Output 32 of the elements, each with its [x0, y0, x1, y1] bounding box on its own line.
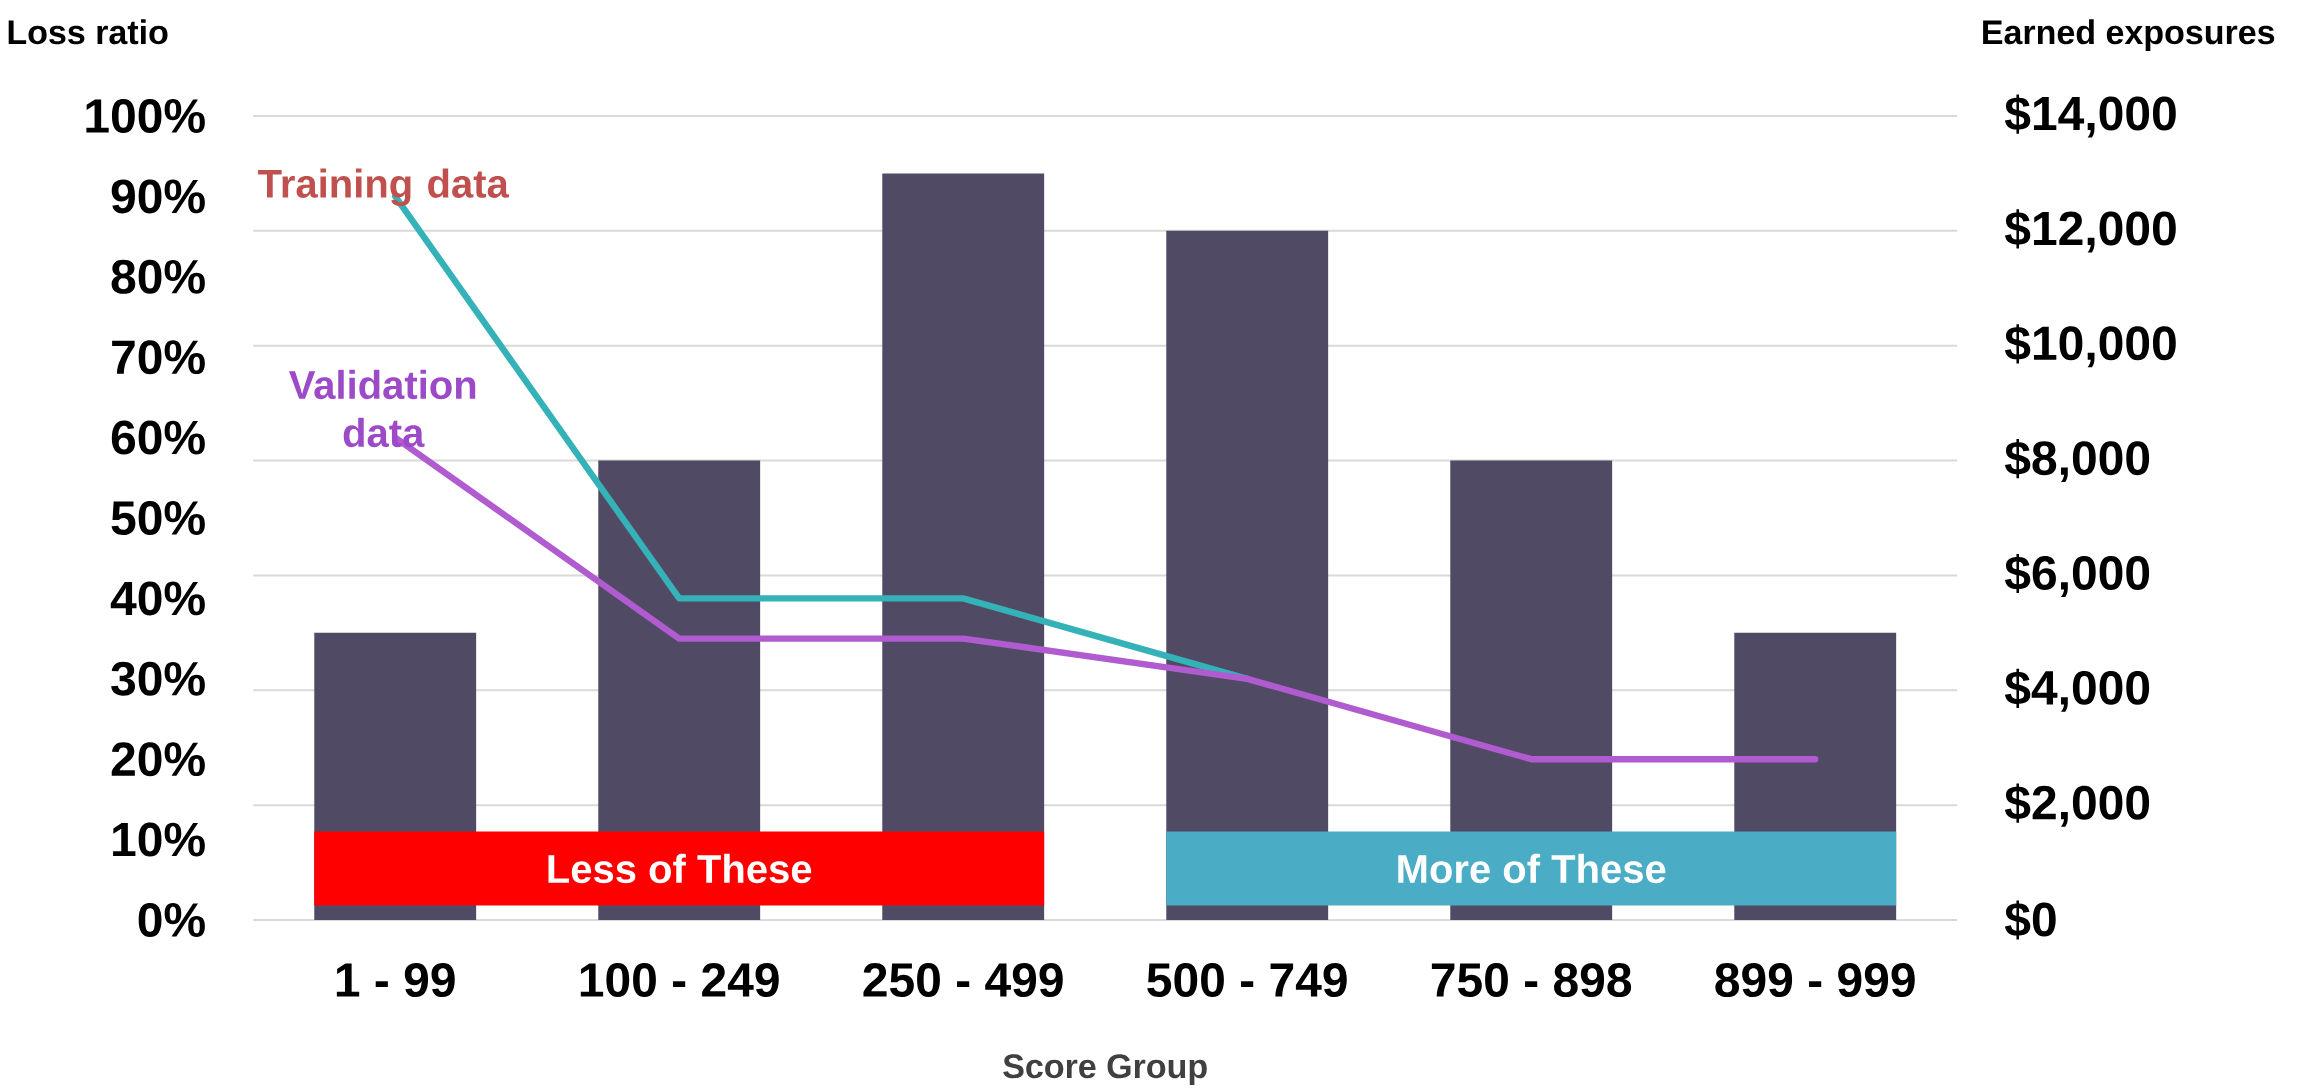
y-tick-label: 20%: [111, 742, 205, 777]
y2-tick-label: $0: [2004, 900, 2056, 940]
y2-axis-title: Earned exposures: [1983, 19, 2275, 52]
y-axis-title: Loss ratio: [8, 19, 168, 45]
y2-tick-label: $14,000: [2004, 94, 2176, 138]
series-label: Validation data: [289, 369, 476, 448]
annotation: More of These: [1398, 853, 1666, 884]
y2-tick-label: $10,000: [2004, 324, 2176, 368]
y-tick-label: 30%: [111, 661, 205, 696]
y-tick-label: 60%: [111, 420, 205, 455]
y-tick-label: 70%: [112, 340, 205, 375]
series-label: Training data: [258, 168, 510, 206]
y2-tick-label: $4,000: [2004, 668, 2150, 712]
y-tick-label: 40%: [110, 581, 205, 616]
annotation: Less of These: [548, 853, 812, 884]
x-tick-label: 750 - 898: [1431, 963, 1632, 998]
y2-tick-label: $8,000: [2004, 439, 2150, 483]
x-axis-title: Score Group: [1003, 1054, 1207, 1086]
y2-tick-label: $6,000: [2004, 553, 2150, 597]
y-tick-label: 50%: [111, 501, 205, 535]
y-tick-label: 90%: [111, 179, 205, 214]
y-tick-label: 10%: [113, 822, 205, 857]
x-tick-label: 100 - 249: [580, 963, 779, 998]
y2-tick-label: $12,000: [2004, 209, 2176, 253]
x-tick-label: 1 - 99: [336, 963, 455, 998]
x-tick-label: 899 - 999: [1715, 963, 1915, 998]
y-tick-label: 100%: [86, 99, 205, 133]
x-tick-label: 250 - 499: [863, 963, 1063, 998]
y-tick-label: 0%: [138, 903, 205, 937]
y2-tick-label: $2,000: [2004, 783, 2150, 827]
y-tick-label: 80%: [111, 259, 205, 294]
x-tick-label: 500 - 749: [1147, 963, 1347, 998]
